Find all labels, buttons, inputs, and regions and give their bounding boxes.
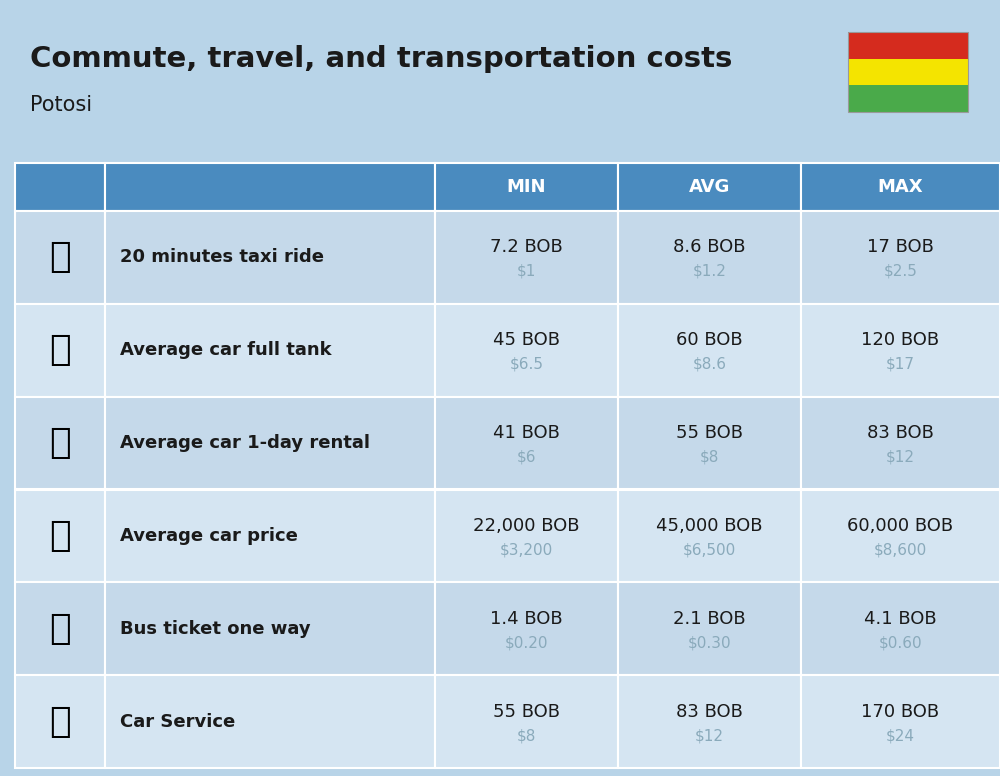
Text: 20 minutes taxi ride: 20 minutes taxi ride: [120, 248, 324, 266]
Text: $24: $24: [886, 728, 915, 743]
Text: MIN: MIN: [507, 178, 546, 196]
Text: 170 BOB: 170 BOB: [861, 702, 940, 721]
Text: $17: $17: [886, 357, 915, 372]
Text: 55 BOB: 55 BOB: [676, 424, 743, 442]
Bar: [15, 304, 105, 397]
Text: $1.2: $1.2: [693, 264, 726, 279]
Text: 🚗: 🚗: [49, 426, 71, 460]
Bar: [15, 211, 105, 304]
Text: $8.6: $8.6: [692, 357, 726, 372]
Text: 83 BOB: 83 BOB: [676, 702, 743, 721]
Text: 🚌: 🚌: [49, 611, 71, 646]
Bar: [848, 59, 968, 85]
Bar: [801, 582, 1000, 675]
Bar: [618, 490, 801, 582]
Text: $8: $8: [517, 728, 536, 743]
Bar: [435, 582, 618, 675]
Text: $1: $1: [517, 264, 536, 279]
Text: 7.2 BOB: 7.2 BOB: [490, 238, 563, 256]
Text: $6,500: $6,500: [683, 542, 736, 557]
Text: $12: $12: [695, 728, 724, 743]
Bar: [801, 163, 1000, 211]
Text: 17 BOB: 17 BOB: [867, 238, 934, 256]
Text: $8,600: $8,600: [874, 542, 927, 557]
Bar: [15, 397, 105, 490]
Bar: [105, 582, 435, 675]
Text: $2.5: $2.5: [884, 264, 917, 279]
Bar: [435, 675, 618, 768]
Bar: [105, 163, 435, 211]
Text: 120 BOB: 120 BOB: [861, 331, 940, 349]
Text: 8.6 BOB: 8.6 BOB: [673, 238, 746, 256]
Bar: [801, 211, 1000, 304]
Bar: [105, 211, 435, 304]
Bar: [435, 163, 618, 211]
Bar: [618, 675, 801, 768]
Text: $3,200: $3,200: [500, 542, 553, 557]
Text: 60 BOB: 60 BOB: [676, 331, 743, 349]
Bar: [105, 397, 435, 490]
Bar: [848, 32, 968, 112]
Text: Average car 1-day rental: Average car 1-day rental: [120, 434, 370, 452]
Bar: [618, 397, 801, 490]
Bar: [15, 675, 105, 768]
Text: 🔧: 🔧: [49, 705, 71, 739]
Bar: [435, 211, 618, 304]
Bar: [801, 304, 1000, 397]
Text: 1.4 BOB: 1.4 BOB: [490, 610, 563, 628]
Bar: [105, 304, 435, 397]
Bar: [15, 490, 105, 582]
Text: $12: $12: [886, 449, 915, 465]
Bar: [618, 304, 801, 397]
Bar: [15, 582, 105, 675]
Bar: [848, 85, 968, 112]
Bar: [618, 582, 801, 675]
Text: 🚕: 🚕: [49, 241, 71, 275]
Text: 83 BOB: 83 BOB: [867, 424, 934, 442]
Text: Commute, travel, and transportation costs: Commute, travel, and transportation cost…: [30, 45, 732, 73]
Text: $0.20: $0.20: [505, 636, 548, 650]
Text: Bus ticket one way: Bus ticket one way: [120, 620, 311, 638]
Text: $6.5: $6.5: [510, 357, 544, 372]
Bar: [801, 490, 1000, 582]
Text: 45,000 BOB: 45,000 BOB: [656, 517, 763, 535]
Text: 60,000 BOB: 60,000 BOB: [847, 517, 954, 535]
Bar: [618, 163, 801, 211]
Text: $6: $6: [517, 449, 536, 465]
Text: $8: $8: [700, 449, 719, 465]
Text: $0.30: $0.30: [688, 636, 731, 650]
Bar: [435, 490, 618, 582]
Bar: [801, 397, 1000, 490]
Text: Car Service: Car Service: [120, 712, 235, 730]
Text: MAX: MAX: [878, 178, 923, 196]
Text: 4.1 BOB: 4.1 BOB: [864, 610, 937, 628]
Text: $0.60: $0.60: [879, 636, 922, 650]
Text: Average car full tank: Average car full tank: [120, 341, 332, 359]
Bar: [435, 397, 618, 490]
Bar: [105, 675, 435, 768]
Text: Average car price: Average car price: [120, 527, 298, 545]
Text: 55 BOB: 55 BOB: [493, 702, 560, 721]
Bar: [435, 304, 618, 397]
Text: 22,000 BOB: 22,000 BOB: [473, 517, 580, 535]
Text: 🚗: 🚗: [49, 519, 71, 553]
Text: 45 BOB: 45 BOB: [493, 331, 560, 349]
Bar: [15, 163, 105, 211]
Text: Potosi: Potosi: [30, 95, 92, 115]
Text: 41 BOB: 41 BOB: [493, 424, 560, 442]
Text: 2.1 BOB: 2.1 BOB: [673, 610, 746, 628]
Bar: [105, 490, 435, 582]
Text: ⛽: ⛽: [49, 333, 71, 367]
Text: AVG: AVG: [689, 178, 730, 196]
Bar: [801, 675, 1000, 768]
Bar: [618, 211, 801, 304]
Bar: [848, 32, 968, 59]
